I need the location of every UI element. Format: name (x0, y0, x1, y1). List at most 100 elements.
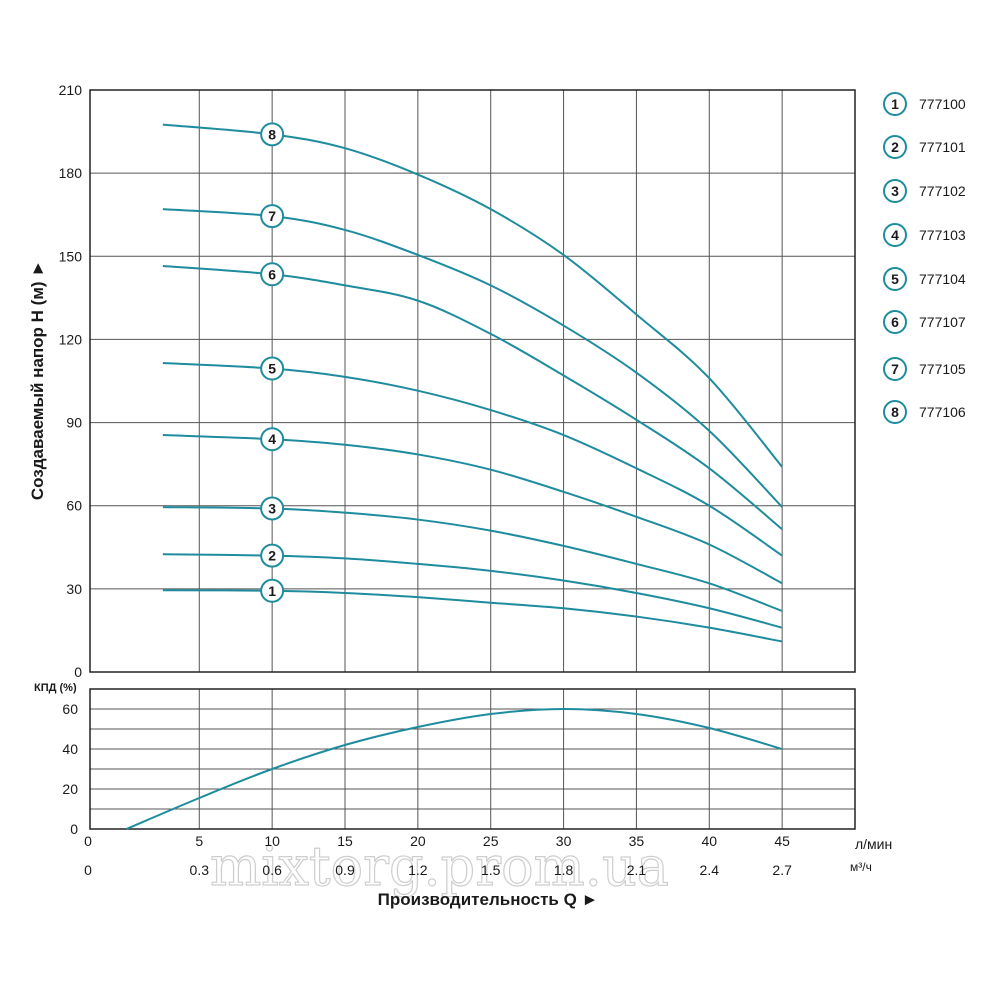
head-y-tick-label: 30 (66, 581, 82, 597)
eff-y-tick-label: 40 (62, 741, 78, 757)
legend-badge-label: 6 (891, 314, 899, 330)
legend-entry-label: 777102 (919, 183, 966, 199)
curve-badge-circle (260, 356, 285, 381)
curve-badge-label: 6 (268, 266, 276, 282)
curve-badge-circle (260, 262, 285, 287)
x-tick-label-primary: 5 (195, 833, 203, 849)
watermark-text: mixtorg.prom.ua (210, 835, 669, 898)
head-y-tick-label: 150 (59, 248, 83, 264)
x-tick-label-primary: 35 (629, 833, 645, 849)
efficiency-curve (126, 707, 783, 830)
x-tick-label-primary: 10 (264, 833, 280, 849)
legend-badge-circle (883, 135, 907, 159)
x-ticks-primary: 0 5 10 15 20 25 30 35 40 45 (84, 833, 790, 849)
legend-entry-label: 777104 (919, 271, 966, 287)
x-unit-secondary: м³/ч (850, 860, 872, 874)
head-y-tick-label: 60 (66, 498, 82, 514)
x-tick-label-secondary: 1.5 (481, 862, 501, 878)
x-tick-label-secondary: 0.9 (335, 862, 355, 878)
curve-badge-label: 2 (268, 548, 276, 564)
legend-entry-label: 777101 (919, 139, 966, 155)
head-curve-badges: 1 2 3 4 5 6 7 8 (260, 122, 285, 603)
legend-badge-circle (883, 310, 907, 334)
head-curve-4 (162, 434, 783, 585)
legend-badge-circle (883, 357, 907, 381)
head-curve-6 (162, 264, 783, 531)
eff-y-tick-label: 60 (62, 701, 78, 717)
x-axis-label: Производительность Q ► (378, 890, 599, 909)
x-tick-label-secondary: 2.7 (772, 862, 792, 878)
head-y-axis-label: Создаваемый напор Н (м) ► (28, 260, 47, 500)
eff-y-tick-label: 20 (62, 781, 78, 797)
legend-badge-circle (883, 267, 907, 291)
head-chart-panel: 0 30 60 90 120 150 180 210 Создаваемый напор Н … (28, 82, 856, 680)
legend-badge-label: 2 (891, 139, 899, 155)
head-y-tick-label: 90 (66, 415, 82, 431)
head-y-tick-label: 0 (74, 664, 82, 680)
efficiency-chart-panel: 0 20 40 60 КПД (%) (34, 682, 856, 837)
head-curves (162, 123, 783, 643)
curve-badge-circle (260, 427, 285, 452)
efficiency-grid (89, 688, 856, 830)
x-tick-label-primary: 40 (701, 833, 717, 849)
curve-badge-label: 8 (268, 126, 276, 142)
head-y-tick-label: 120 (59, 331, 83, 347)
legend-badge-label: 1 (891, 96, 899, 112)
head-curve-5 (162, 361, 783, 557)
curve-badge-label: 4 (268, 431, 276, 447)
legend-badge-label: 5 (891, 271, 899, 287)
legend: 1 777100 2 777101 3 777102 4 777103 5 777104 6 7771… (883, 92, 966, 424)
x-tick-label-secondary: 2.4 (700, 862, 720, 878)
eff-frame (89, 688, 856, 830)
legend-badge-label: 8 (891, 404, 899, 420)
head-curve-7 (162, 208, 783, 508)
x-unit-primary: л/мин (855, 836, 892, 852)
head-frame (89, 89, 856, 673)
head-curve-3 (162, 506, 783, 612)
x-tick-label-primary: 20 (410, 833, 426, 849)
x-axis: 0 5 10 15 20 25 30 35 40 45 0 0.3 0.6 0.9 1.2 1.5 1.8 2.… (84, 833, 892, 909)
head-curve-1 (162, 589, 783, 643)
curve-badge-circle (260, 496, 285, 521)
legend-entry-label: 777106 (919, 404, 966, 420)
legend-badge-circle (883, 179, 907, 203)
head-grid (89, 89, 856, 673)
curve-badge-circle (260, 543, 285, 568)
efficiency-y-axis-label: КПД (%) (34, 682, 77, 694)
x-tick-label-primary: 45 (774, 833, 790, 849)
legend-badge-circle (883, 92, 907, 116)
x-tick-label-secondary: 0.3 (190, 862, 210, 878)
x-tick-label-primary: 30 (556, 833, 572, 849)
x-tick-label-primary: 15 (337, 833, 353, 849)
x-ticks-secondary: 0 0.3 0.6 0.9 1.2 1.5 1.8 2.1 2.4 2.7 (84, 862, 792, 878)
legend-badge-label: 3 (891, 183, 899, 199)
head-y-ticks: 0 30 60 90 120 150 180 210 (59, 82, 83, 680)
x-tick-label-secondary: 1.8 (554, 862, 574, 878)
legend-entry-label: 777100 (919, 96, 966, 112)
legend-entry-label: 777103 (919, 227, 966, 243)
curve-badge-label: 7 (268, 208, 276, 224)
eff-y-tick-label: 0 (70, 821, 78, 837)
head-curve-8 (162, 123, 783, 468)
legend-entry-label: 777107 (919, 314, 966, 330)
x-tick-label-primary: 25 (483, 833, 499, 849)
head-y-tick-label: 180 (59, 165, 83, 181)
x-tick-label-primary: 0 (84, 833, 92, 849)
head-y-tick-label: 210 (59, 82, 83, 98)
legend-entry-label: 777105 (919, 361, 966, 377)
x-tick-label-secondary: 0 (84, 862, 92, 878)
curve-badge-label: 1 (268, 583, 276, 599)
curve-badge-circle (260, 122, 285, 147)
curve-badge-label: 3 (268, 500, 276, 516)
efficiency-y-ticks: 0 20 40 60 (62, 701, 78, 837)
legend-badge-circle (883, 223, 907, 247)
curve-badge-circle (260, 578, 285, 603)
x-tick-label-secondary: 2.1 (627, 862, 647, 878)
efficiency-line (126, 707, 783, 830)
curve-badge-label: 5 (268, 361, 276, 377)
legend-badge-circle (883, 400, 907, 424)
x-tick-label-secondary: 0.6 (262, 862, 282, 878)
watermark: mixtorg.prom.ua (209, 834, 669, 898)
legend-badge-label: 4 (891, 227, 899, 243)
